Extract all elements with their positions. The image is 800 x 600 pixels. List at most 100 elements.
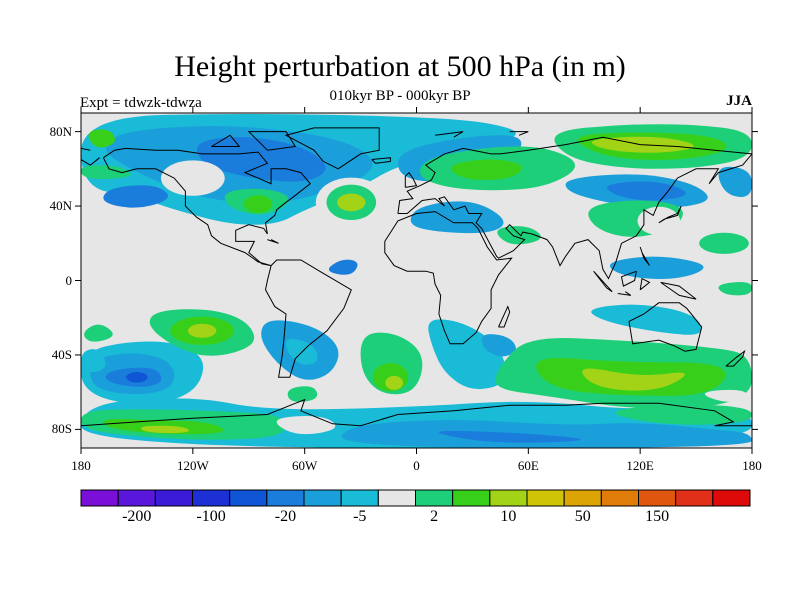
contour-region bbox=[341, 420, 752, 448]
colorbar-swatch bbox=[415, 489, 454, 507]
lon-tick-label: 180 bbox=[742, 458, 762, 473]
coastline bbox=[617, 291, 632, 296]
colorbar-label: 150 bbox=[645, 508, 670, 525]
contour-region bbox=[609, 256, 704, 279]
coastline bbox=[620, 270, 637, 287]
colorbar-label: 2 bbox=[430, 508, 439, 525]
coastline bbox=[498, 305, 511, 328]
coastline bbox=[639, 246, 650, 266]
coastline bbox=[102, 147, 312, 267]
contour-region bbox=[126, 372, 148, 383]
coastlines bbox=[81, 127, 752, 427]
contour-region bbox=[637, 206, 681, 236]
lat-tick-label: 0 bbox=[65, 272, 73, 288]
contour-region bbox=[276, 416, 336, 435]
colorbar-swatch bbox=[712, 489, 751, 507]
coastline bbox=[247, 131, 297, 151]
colorbar-swatch bbox=[452, 489, 491, 507]
season-label: JJA bbox=[726, 93, 752, 109]
coastline bbox=[593, 270, 613, 293]
axis-ticks bbox=[75, 107, 758, 454]
colorbar-swatch bbox=[377, 489, 417, 507]
lon-tick-label: 60W bbox=[292, 458, 318, 473]
contour-region bbox=[337, 193, 366, 212]
contour-region bbox=[606, 181, 686, 201]
colorbar-swatch bbox=[117, 489, 156, 507]
lon-tick-label: 60E bbox=[517, 458, 539, 473]
contour-region bbox=[287, 386, 318, 402]
coastline bbox=[628, 302, 703, 352]
plot-title: Height perturbation at 500 hPa (in m) bbox=[174, 50, 626, 83]
lat-tick-label: 80S bbox=[51, 421, 72, 437]
colorbar-swatch bbox=[638, 489, 677, 507]
contour-region bbox=[103, 185, 168, 208]
contour-region bbox=[481, 334, 516, 357]
coastline bbox=[397, 153, 752, 280]
colorbar-swatch bbox=[192, 489, 231, 507]
contour-region bbox=[582, 368, 685, 391]
colorbar bbox=[80, 489, 751, 507]
coastline bbox=[509, 131, 529, 136]
lat-tick-label: 40S bbox=[51, 346, 72, 362]
colorbar-swatch bbox=[303, 489, 342, 507]
coastline bbox=[658, 205, 682, 224]
contour-region bbox=[410, 201, 504, 234]
contour-region bbox=[84, 324, 113, 342]
colorbar-swatch bbox=[600, 489, 639, 507]
colorbar-label: 10 bbox=[500, 508, 517, 525]
coastline bbox=[264, 259, 352, 378]
colorbar-label: -100 bbox=[196, 508, 226, 525]
contour-region bbox=[704, 389, 749, 402]
contour-region bbox=[243, 195, 273, 213]
colorbar-swatch bbox=[489, 489, 528, 507]
contour-region bbox=[187, 323, 217, 338]
contour-region bbox=[140, 425, 189, 434]
contour-region bbox=[328, 259, 358, 275]
contour-region bbox=[88, 129, 115, 148]
lat-tick-label: 80N bbox=[49, 123, 72, 139]
lon-tick-label: 0 bbox=[413, 458, 420, 473]
lon-tick-label: 120E bbox=[626, 458, 654, 473]
map-panel bbox=[81, 113, 752, 448]
coastline bbox=[384, 211, 513, 345]
colorbar-swatch bbox=[563, 489, 602, 507]
lon-tick-label: 180 bbox=[71, 458, 91, 473]
contour-region bbox=[718, 166, 752, 197]
coastline bbox=[725, 349, 746, 367]
contour-region bbox=[699, 232, 749, 254]
contour-region bbox=[160, 160, 225, 196]
lon-tick-label: 120W bbox=[176, 458, 209, 473]
colorbar-swatch bbox=[526, 489, 565, 507]
contour-region bbox=[591, 304, 702, 335]
colorbar-label: -20 bbox=[274, 508, 297, 525]
coastline bbox=[371, 157, 391, 164]
coastline bbox=[81, 398, 752, 427]
lat-tick-label: 40N bbox=[49, 198, 72, 214]
colorbar-swatch bbox=[675, 489, 714, 507]
coastline bbox=[284, 127, 380, 170]
colorbar-swatch bbox=[154, 489, 193, 507]
coastline bbox=[435, 131, 464, 138]
coastline bbox=[267, 239, 279, 244]
contour-region bbox=[428, 319, 506, 390]
contour-region bbox=[718, 282, 752, 296]
coastline bbox=[639, 277, 651, 291]
coastline bbox=[81, 147, 91, 151]
coastline bbox=[404, 171, 418, 188]
contour-region bbox=[136, 216, 224, 239]
contour-region bbox=[451, 159, 523, 180]
colorbar-swatch bbox=[340, 489, 379, 507]
coastline bbox=[81, 157, 100, 166]
contour-region bbox=[81, 349, 106, 372]
contour-region bbox=[438, 430, 581, 443]
contour-region bbox=[615, 404, 752, 425]
colorbar-label: -200 bbox=[122, 508, 152, 525]
colorbar-swatch bbox=[266, 489, 305, 507]
plot-subtitle: 010kyr BP - 000kyr BP bbox=[329, 88, 471, 104]
coastline bbox=[211, 134, 241, 147]
coastline bbox=[397, 136, 752, 214]
colorbar-swatch bbox=[80, 489, 119, 507]
contour-region bbox=[81, 165, 131, 180]
experiment-label: Expt = tdwzk-tdwza bbox=[80, 95, 202, 111]
